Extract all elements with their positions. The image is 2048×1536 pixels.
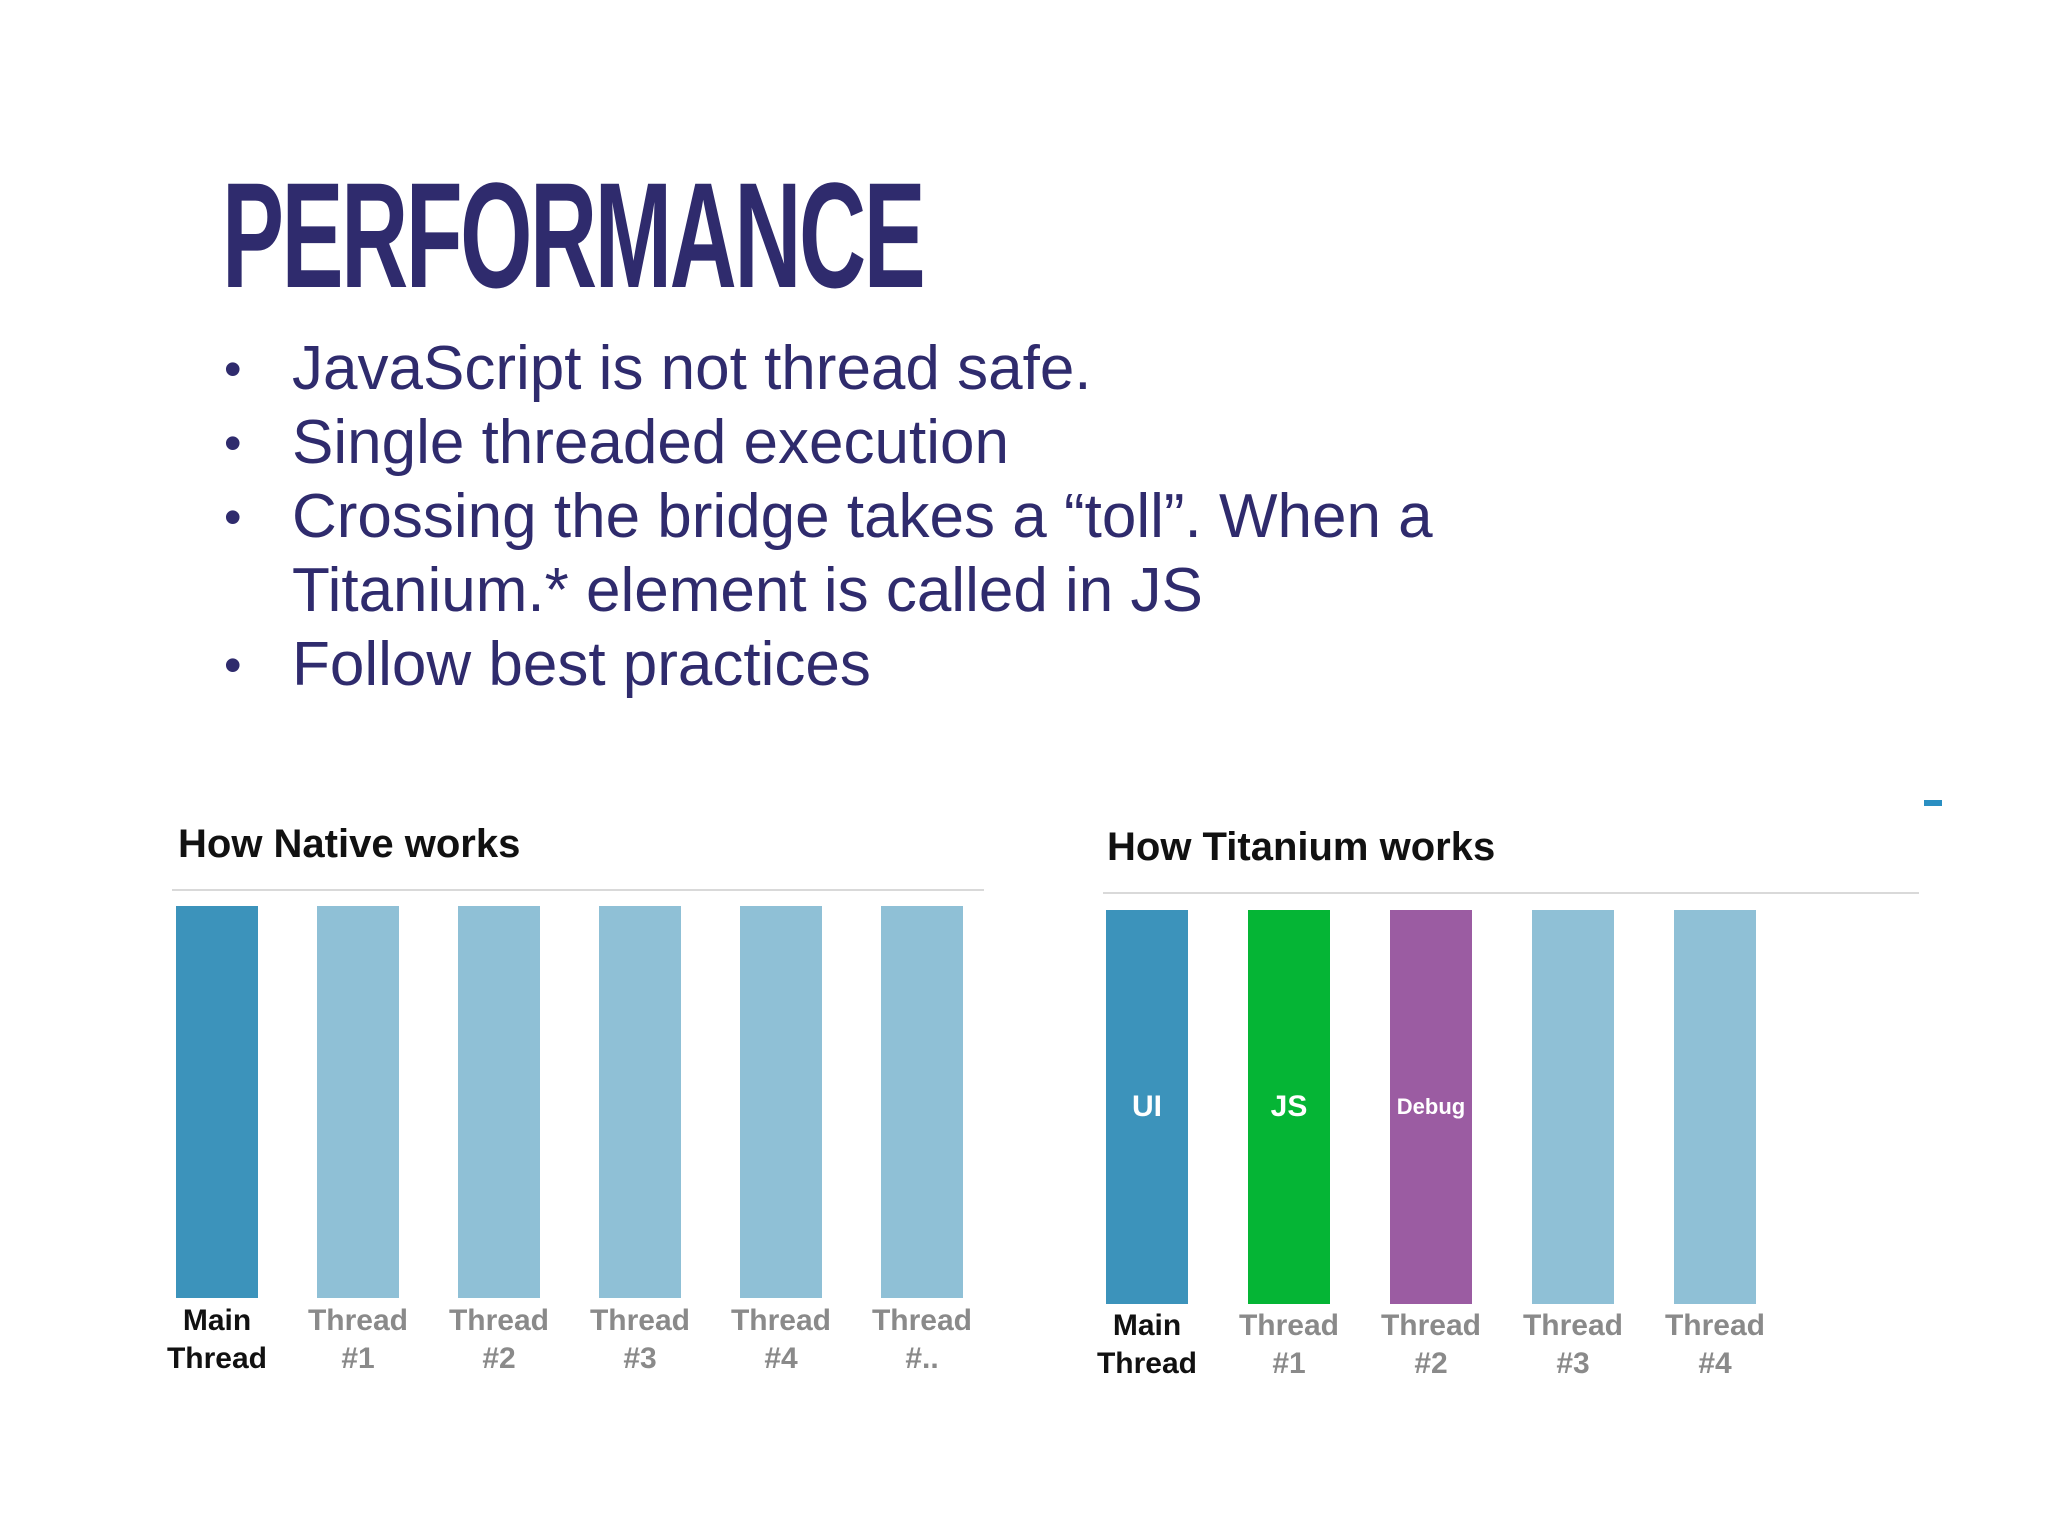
native-thread-label: Thread #2 xyxy=(439,1302,559,1378)
native-thread-bar xyxy=(599,906,681,1298)
native-thread-bar xyxy=(317,906,399,1298)
bullet-text: JavaScript is not thread safe. xyxy=(292,334,1092,403)
bullet-list: • JavaScript is not thread safe. • Singl… xyxy=(220,332,1520,702)
native-thread-label-line2: #3 xyxy=(623,1342,657,1375)
bullet-item: • JavaScript is not thread safe. xyxy=(220,332,1520,406)
titanium-thread-label-line2: Thread xyxy=(1096,1347,1198,1380)
bullet-text: Single threaded execution xyxy=(292,408,1009,477)
bullet-text: Follow best practices xyxy=(292,630,871,699)
native-thread-label-line2: #.. xyxy=(905,1342,939,1375)
native-thread-label: Main Thread xyxy=(157,1302,277,1378)
native-thread-label-line2: #2 xyxy=(482,1342,516,1375)
titanium-panel-rule xyxy=(1103,892,1919,894)
titanium-panel-title: How Titanium works xyxy=(1107,825,1496,869)
titanium-thread-label-line1: Thread xyxy=(1664,1309,1766,1342)
titanium-thread-label: Main Thread xyxy=(1087,1307,1207,1383)
titanium-thread-label-line2: #3 xyxy=(1556,1347,1590,1380)
titanium-thread-label-line2: #4 xyxy=(1698,1347,1732,1380)
native-thread-bar xyxy=(176,906,258,1298)
titanium-thread-bar: Debug xyxy=(1390,910,1472,1304)
native-thread-label-line2: #4 xyxy=(764,1342,798,1375)
titanium-thread-label: Thread #2 xyxy=(1371,1307,1491,1383)
titanium-thread-bar: JS xyxy=(1248,910,1330,1304)
bullet-dot: • xyxy=(224,489,242,545)
titanium-thread-label: Thread #3 xyxy=(1513,1307,1633,1383)
titanium-thread-label-line1: Thread xyxy=(1522,1309,1624,1342)
titanium-thread-label: Thread #1 xyxy=(1229,1307,1349,1383)
native-thread-label-line1: Thread xyxy=(448,1304,550,1337)
native-thread-label-line1: Thread xyxy=(589,1304,691,1337)
slide-title: PERFORMANCE xyxy=(222,151,926,319)
native-thread-label-line1: Thread xyxy=(871,1304,973,1337)
native-thread-label-line2: #1 xyxy=(341,1342,375,1375)
native-thread-bar xyxy=(458,906,540,1298)
bullet-dot: • xyxy=(224,415,242,471)
native-thread-label-line1: Main xyxy=(182,1304,252,1337)
titanium-thread-label-line2: #2 xyxy=(1414,1347,1448,1380)
native-thread-label: Thread #3 xyxy=(580,1302,700,1378)
native-thread-label: Thread #1 xyxy=(298,1302,418,1378)
native-panel-title: How Native works xyxy=(178,822,521,866)
native-thread-label-line1: Thread xyxy=(307,1304,409,1337)
titanium-thread-label-line2: #1 xyxy=(1272,1347,1306,1380)
titanium-thread-label-line1: Thread xyxy=(1238,1309,1340,1342)
titanium-thread-label-line1: Main xyxy=(1112,1309,1182,1342)
titanium-thread-bar-label: JS xyxy=(1270,1090,1308,1123)
titanium-thread-bar: UI xyxy=(1106,910,1188,1304)
bullet-item: • Follow best practices xyxy=(220,628,1520,702)
titanium-thread-bar xyxy=(1674,910,1756,1304)
accent-mark xyxy=(1924,800,1942,806)
native-thread-label-line1: Thread xyxy=(730,1304,832,1337)
bullet-item: • Crossing the bridge takes a “toll”. Wh… xyxy=(220,480,1520,628)
native-thread-label: Thread #4 xyxy=(721,1302,841,1378)
bullet-dot: • xyxy=(224,637,242,693)
titanium-thread-bar xyxy=(1532,910,1614,1304)
bullet-dot: • xyxy=(224,341,242,397)
native-thread-label-line2: Thread xyxy=(166,1342,268,1375)
titanium-thread-label-line1: Thread xyxy=(1380,1309,1482,1342)
native-thread-bar xyxy=(740,906,822,1298)
native-thread-bar xyxy=(881,906,963,1298)
titanium-thread-bar-label: Debug xyxy=(1396,1094,1466,1119)
native-panel-rule xyxy=(172,889,984,891)
titanium-thread-label: Thread #4 xyxy=(1655,1307,1775,1383)
bullet-text: Crossing the bridge takes a “toll”. When… xyxy=(292,482,1433,625)
native-thread-label: Thread #.. xyxy=(862,1302,982,1378)
titanium-thread-bar-label: UI xyxy=(1132,1090,1162,1123)
bullet-item: • Single threaded execution xyxy=(220,406,1520,480)
